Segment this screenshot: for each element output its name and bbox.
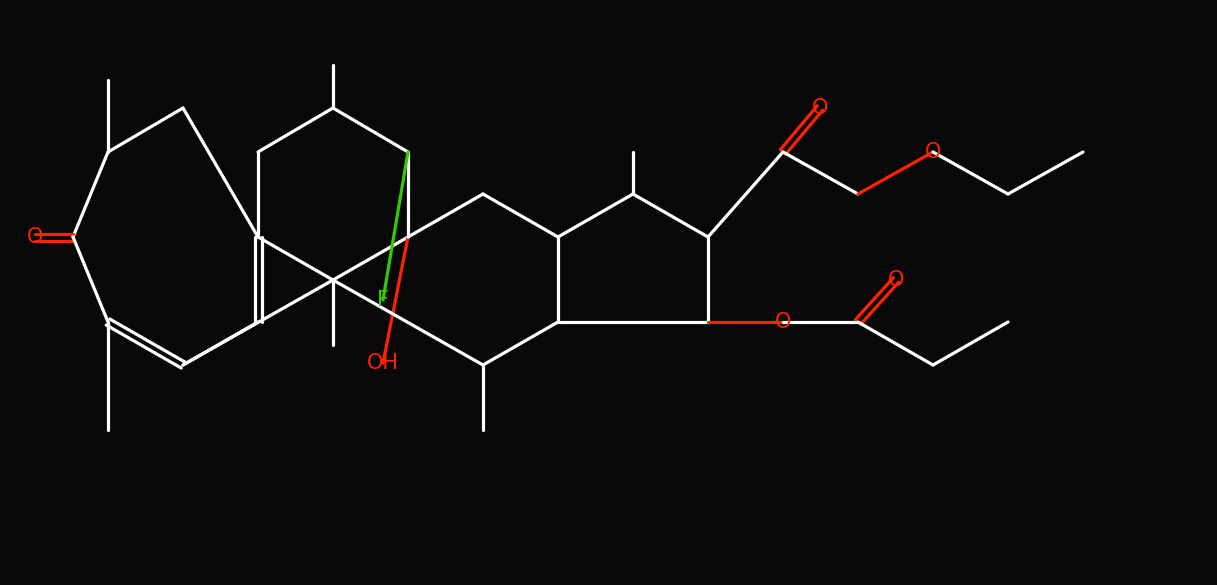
Text: O: O	[27, 227, 43, 247]
Text: F: F	[377, 290, 389, 310]
Text: O: O	[775, 312, 791, 332]
Text: O: O	[812, 98, 829, 118]
Text: O: O	[888, 270, 904, 290]
Text: OH: OH	[368, 353, 399, 373]
Text: O: O	[925, 142, 941, 162]
